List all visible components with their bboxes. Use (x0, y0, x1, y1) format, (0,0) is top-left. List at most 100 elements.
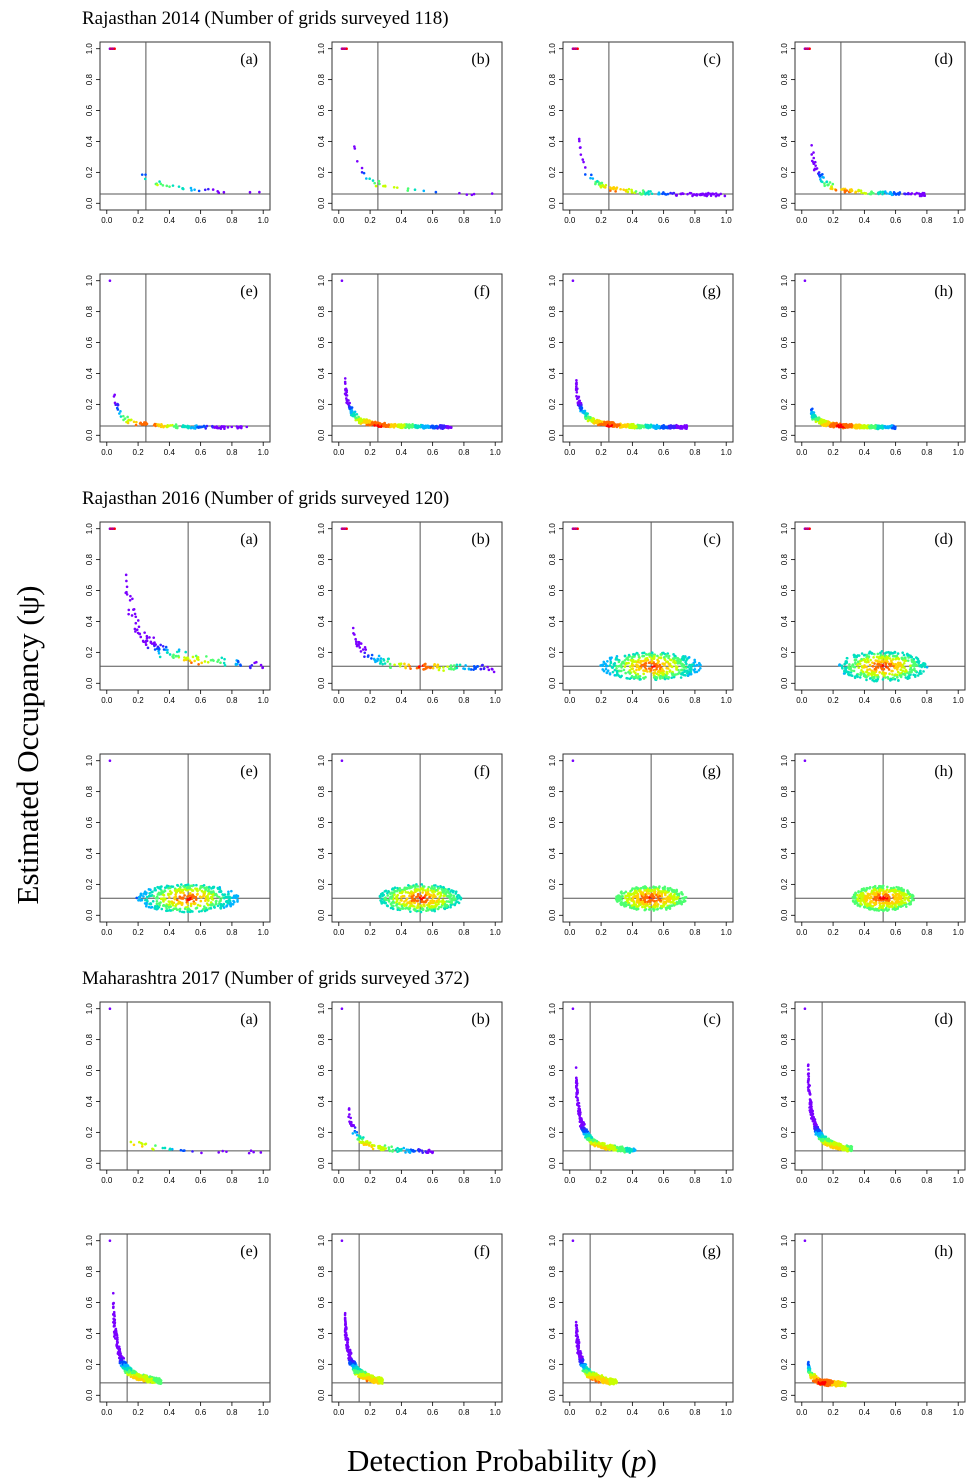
data-point (860, 888, 864, 892)
x-tick-label: 0.2 (133, 216, 145, 225)
data-point (616, 658, 619, 661)
data-point (220, 903, 223, 907)
data-point (664, 906, 668, 910)
data-point (142, 895, 145, 898)
data-point (379, 899, 382, 902)
panel-label: (a) (240, 51, 258, 68)
data-point (614, 673, 618, 677)
data-point (208, 885, 211, 889)
data-point (113, 401, 117, 405)
data-point (354, 640, 358, 644)
data-point (831, 182, 835, 186)
data-point (613, 664, 616, 667)
data-point (820, 423, 824, 427)
x-axis-label-main: Detection Probability ( (347, 1443, 632, 1478)
data-point (844, 660, 848, 663)
data-point (637, 655, 641, 659)
data-point (870, 190, 873, 193)
data-point (160, 907, 164, 911)
data-point (823, 182, 826, 185)
y-tick-label: 0.6 (317, 104, 326, 116)
data-point (371, 179, 375, 182)
data-point (403, 900, 406, 903)
data-point (178, 907, 182, 911)
data-point (486, 665, 489, 669)
x-tick-label: 0.4 (396, 448, 408, 457)
data-point (198, 904, 202, 908)
data-point (825, 180, 829, 184)
y-tick-label: 1.0 (548, 755, 557, 767)
data-point (487, 668, 491, 672)
data-point (875, 908, 879, 912)
data-point (903, 892, 907, 896)
data-point (853, 675, 857, 678)
data-point (823, 419, 826, 422)
data-point (872, 675, 876, 679)
x-tick-label: 0.0 (101, 1176, 113, 1185)
data-point (407, 663, 411, 666)
data-point (622, 891, 626, 895)
data-point (190, 661, 193, 665)
data-point (864, 675, 867, 679)
data-point (396, 906, 399, 909)
x-tick-label: 0.4 (627, 696, 639, 705)
data-point (436, 887, 440, 890)
x-tick-label: 0.4 (164, 216, 176, 225)
data-point (396, 423, 400, 427)
data-point (653, 888, 656, 892)
data-point (148, 892, 151, 895)
y-tick-label: 0.2 (85, 398, 94, 410)
data-point (382, 893, 386, 897)
data-point (613, 668, 617, 672)
data-point (910, 664, 914, 667)
data-point (856, 663, 859, 667)
data-point (865, 886, 869, 890)
data-point (714, 194, 718, 198)
data-point (462, 667, 465, 670)
data-point (854, 901, 857, 905)
data-point (874, 665, 878, 669)
data-point (872, 192, 875, 195)
x-tick-label: 0.2 (365, 216, 377, 225)
data-point (637, 901, 640, 904)
data-point (113, 393, 117, 397)
data-point (458, 191, 461, 195)
data-point (155, 423, 159, 426)
data-point (195, 883, 198, 887)
data-point (906, 192, 909, 196)
data-point (216, 886, 220, 890)
data-point (675, 668, 678, 671)
data-point (447, 887, 451, 891)
data-point (363, 646, 367, 649)
data-point (887, 426, 890, 430)
scatter-points (108, 527, 265, 670)
data-point (142, 640, 145, 644)
data-point (258, 190, 261, 194)
data-point (879, 651, 882, 655)
data-point (211, 893, 215, 896)
data-point (656, 895, 660, 899)
data-point (645, 425, 648, 429)
data-point (683, 669, 686, 673)
data-point (168, 909, 172, 912)
x-tick-label: 0.2 (828, 448, 840, 457)
data-point (629, 892, 632, 896)
data-point (131, 597, 134, 601)
data-point (373, 658, 377, 662)
data-point (676, 893, 679, 896)
data-point (915, 191, 919, 195)
data-point (895, 893, 899, 896)
data-point (145, 634, 149, 638)
data-point (657, 656, 661, 659)
data-point (185, 886, 189, 890)
data-point (659, 899, 663, 902)
data-point (578, 404, 581, 408)
data-point (606, 659, 609, 663)
data-point (623, 654, 627, 658)
data-point (176, 884, 180, 887)
data-point (428, 902, 431, 905)
data-point (671, 890, 675, 894)
data-point (918, 671, 921, 675)
panel-label: (b) (471, 531, 490, 548)
data-point (162, 890, 165, 894)
